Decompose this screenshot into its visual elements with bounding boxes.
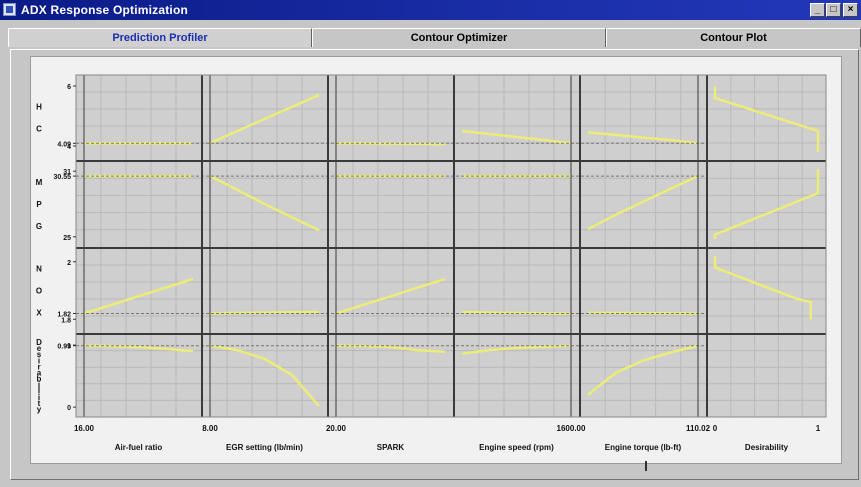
profile-curve (587, 131, 699, 145)
profile-cell (76, 75, 201, 160)
profile-cell (580, 75, 706, 160)
y-tick-label: 6 (67, 84, 71, 91)
response-label-letter: y (37, 405, 42, 414)
profile-cell (454, 75, 579, 160)
tab-prediction-profiler[interactable]: Prediction Profiler (8, 28, 312, 47)
profile-curve (587, 344, 699, 396)
y-tick-label: 0.99 (57, 344, 71, 351)
profile-curve (209, 344, 320, 407)
profile-curve (335, 344, 446, 354)
response-label-letter: e (37, 344, 42, 353)
response-label-letter: r (37, 362, 40, 371)
profile-cell (707, 334, 826, 417)
response-label-letter: O (36, 287, 42, 296)
tab-strip: Prediction Profiler Contour Optimizer Co… (8, 28, 861, 48)
profile-cell (76, 248, 201, 333)
response-label-letter: b (37, 375, 42, 384)
window-title: ADX Response Optimization (21, 3, 189, 17)
y-tick-label: 4 (67, 144, 71, 151)
profile-cell (454, 248, 579, 333)
profile-curve (461, 129, 572, 145)
tab-contour-optimizer[interactable]: Contour Optimizer (312, 28, 606, 47)
profile-cell (328, 248, 453, 333)
profile-cell (328, 161, 453, 247)
desirability-tick-label: 0 (713, 424, 718, 433)
grid-border (75, 74, 827, 418)
profile-curve (209, 93, 320, 145)
factor-label: EGR setting (lb/min) (226, 443, 303, 452)
response-label-letter: D (36, 338, 42, 347)
y-tick-label: 4.09 (57, 141, 71, 148)
profile-cell (707, 161, 826, 247)
profile-cell (580, 334, 706, 417)
prediction-profiler-chart: HC64.094MPG3130.5525NOX21.821.8Desirabil… (36, 74, 827, 452)
y-tick-label: 1.82 (57, 312, 71, 319)
factor-label: Engine torque (lb-ft) (605, 443, 682, 452)
profile-cell (707, 248, 826, 333)
y-tick-label: 1 (67, 343, 71, 350)
response-label-letter: a (37, 368, 42, 377)
desirability-function (713, 169, 820, 239)
factor-label: Air-fuel ratio (115, 443, 163, 452)
app-icon (3, 3, 16, 16)
response-label-letter: M (36, 178, 43, 187)
y-tick-label: 30.55 (53, 174, 71, 181)
factor-current-value: 16.00 (74, 424, 95, 433)
response-label-letter: t (38, 399, 41, 408)
profile-curve (461, 344, 572, 356)
response-label-letter: P (36, 200, 42, 209)
desirability-function (713, 86, 820, 152)
response-label-letter: l (38, 387, 40, 396)
profile-curve (336, 142, 446, 146)
response-label-letter: X (36, 309, 42, 318)
tab-panel (10, 49, 859, 480)
profile-curve (335, 277, 446, 315)
profile-curve (587, 174, 699, 231)
title-bar: ADX Response Optimization _ □ × (0, 0, 861, 20)
profile-cell (707, 75, 826, 160)
factor-current-value: 1600.00 (557, 424, 586, 433)
y-tick-label: 25 (63, 235, 71, 242)
factor-label: SPARK (377, 443, 405, 452)
y-tick-label: 0 (67, 405, 71, 412)
profile-cell (580, 161, 706, 247)
response-label-letter: i (38, 356, 40, 365)
response-label-letter: N (36, 265, 42, 274)
tab-contour-plot[interactable]: Contour Plot (606, 28, 861, 47)
response-label-letter: G (36, 222, 42, 231)
desirability-function (713, 256, 813, 320)
profile-cell (454, 161, 579, 247)
profile-cell (328, 75, 453, 160)
text-cursor-icon (645, 461, 647, 471)
y-tick-label: 31 (63, 169, 71, 176)
desirability-axis-label: Desirability (745, 443, 789, 452)
factor-current-value: 8.00 (202, 424, 218, 433)
minimize-button[interactable]: _ (810, 3, 825, 17)
factor-label: Engine speed (rpm) (479, 443, 554, 452)
response-label-letter: H (36, 103, 42, 112)
profile-curve (209, 174, 320, 232)
response-label-letter: s (37, 350, 42, 359)
response-label-letter: i (38, 381, 40, 390)
factor-current-value: 20.00 (326, 424, 347, 433)
profile-cell (202, 248, 327, 333)
factor-current-value: 110.02 (686, 424, 711, 433)
response-label-letter: i (38, 393, 40, 402)
maximize-button[interactable]: □ (826, 3, 841, 17)
profile-cell (580, 248, 706, 333)
profile-curve (83, 277, 194, 315)
profile-cell (76, 161, 201, 247)
close-button[interactable]: × (843, 3, 858, 17)
y-tick-label: 2 (67, 260, 71, 267)
desirability-tick-label: 1 (816, 424, 821, 433)
response-label-letter: C (36, 125, 42, 134)
y-tick-label: 1.8 (61, 317, 71, 324)
profile-cell (202, 75, 327, 160)
